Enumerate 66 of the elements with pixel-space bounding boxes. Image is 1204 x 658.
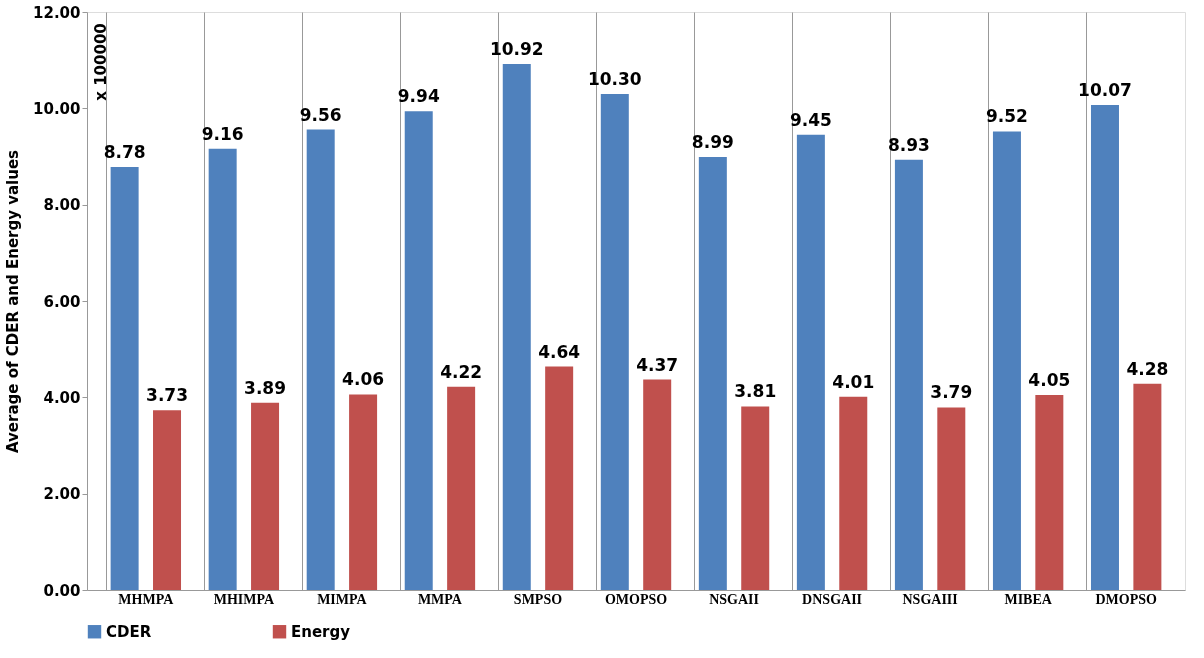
bar bbox=[502, 64, 531, 590]
text: 3.89 bbox=[244, 377, 287, 398]
bar bbox=[110, 167, 139, 590]
text: 10.92 bbox=[489, 39, 544, 60]
bar bbox=[937, 407, 966, 590]
text: 4.28 bbox=[1126, 358, 1169, 379]
text: 4.22 bbox=[440, 361, 483, 382]
text: 4.06 bbox=[342, 369, 385, 390]
bar bbox=[404, 111, 433, 590]
text: 10.30 bbox=[587, 68, 642, 89]
bar bbox=[349, 394, 378, 590]
bar bbox=[992, 131, 1021, 590]
bar bbox=[894, 159, 923, 590]
text: 8.93 bbox=[887, 134, 930, 155]
bar bbox=[545, 366, 574, 590]
text: 9.94 bbox=[397, 86, 440, 107]
y-tick-label: 8.00 bbox=[43, 196, 81, 215]
text: 3.73 bbox=[146, 385, 188, 406]
y-tick-label: 12.00 bbox=[33, 3, 81, 22]
legend-label: CDER bbox=[106, 622, 152, 641]
y-tick-label: 2.00 bbox=[43, 485, 81, 504]
legend-label: Energy bbox=[291, 622, 351, 641]
bar bbox=[643, 379, 672, 590]
y-tick-label: 6.00 bbox=[43, 292, 81, 311]
bar bbox=[796, 134, 825, 590]
text: 4.37 bbox=[636, 354, 679, 375]
bar bbox=[153, 410, 182, 590]
text: 3.79 bbox=[930, 382, 973, 403]
text: 9.52 bbox=[985, 106, 1028, 127]
bar bbox=[1035, 394, 1064, 590]
text: 9.56 bbox=[299, 104, 342, 125]
bar bbox=[208, 148, 237, 590]
x-tick-label: SMPSO bbox=[513, 591, 563, 607]
text: 10.07 bbox=[1078, 79, 1132, 100]
text: 9.16 bbox=[201, 123, 244, 144]
x-tick-label: MMPA bbox=[417, 591, 463, 607]
y-tick-label: 10.00 bbox=[33, 99, 81, 118]
y-axis-title: Average of CDER and Energy values bbox=[4, 149, 23, 454]
x-tick-label: MHMPA bbox=[118, 591, 175, 607]
text: 8.78 bbox=[103, 142, 146, 163]
text: 4.05 bbox=[1028, 369, 1071, 390]
x-tick-label: DMOPSO bbox=[1095, 591, 1157, 607]
text: 4.01 bbox=[832, 371, 875, 392]
text: 3.81 bbox=[734, 381, 777, 402]
bar bbox=[1133, 383, 1162, 590]
x-tick-label: NSGAIII bbox=[902, 591, 958, 607]
x-tick-label: MHIMPA bbox=[213, 591, 275, 607]
y-tick-label: 0.00 bbox=[43, 581, 81, 600]
text: 9.45 bbox=[789, 109, 832, 130]
bar bbox=[1090, 104, 1119, 590]
text: 4.64 bbox=[538, 341, 581, 362]
x-tick-label: DNSGAII bbox=[802, 591, 863, 607]
bar bbox=[698, 156, 727, 590]
x-tick-label: MIBEA bbox=[1004, 591, 1053, 607]
x-tick-label: NSGAII bbox=[709, 591, 759, 607]
bar bbox=[447, 386, 476, 590]
bar bbox=[741, 406, 770, 590]
bar bbox=[306, 129, 335, 590]
bar bbox=[251, 402, 280, 590]
bar bbox=[600, 93, 629, 590]
y-tick-label: 4.00 bbox=[43, 388, 81, 407]
x-tick-label: OMOPSO bbox=[604, 591, 668, 607]
annotation: x 100000 bbox=[92, 23, 110, 101]
bar bbox=[839, 396, 868, 590]
text: 8.99 bbox=[691, 131, 734, 152]
x-tick-label: MIMPA bbox=[317, 591, 368, 607]
